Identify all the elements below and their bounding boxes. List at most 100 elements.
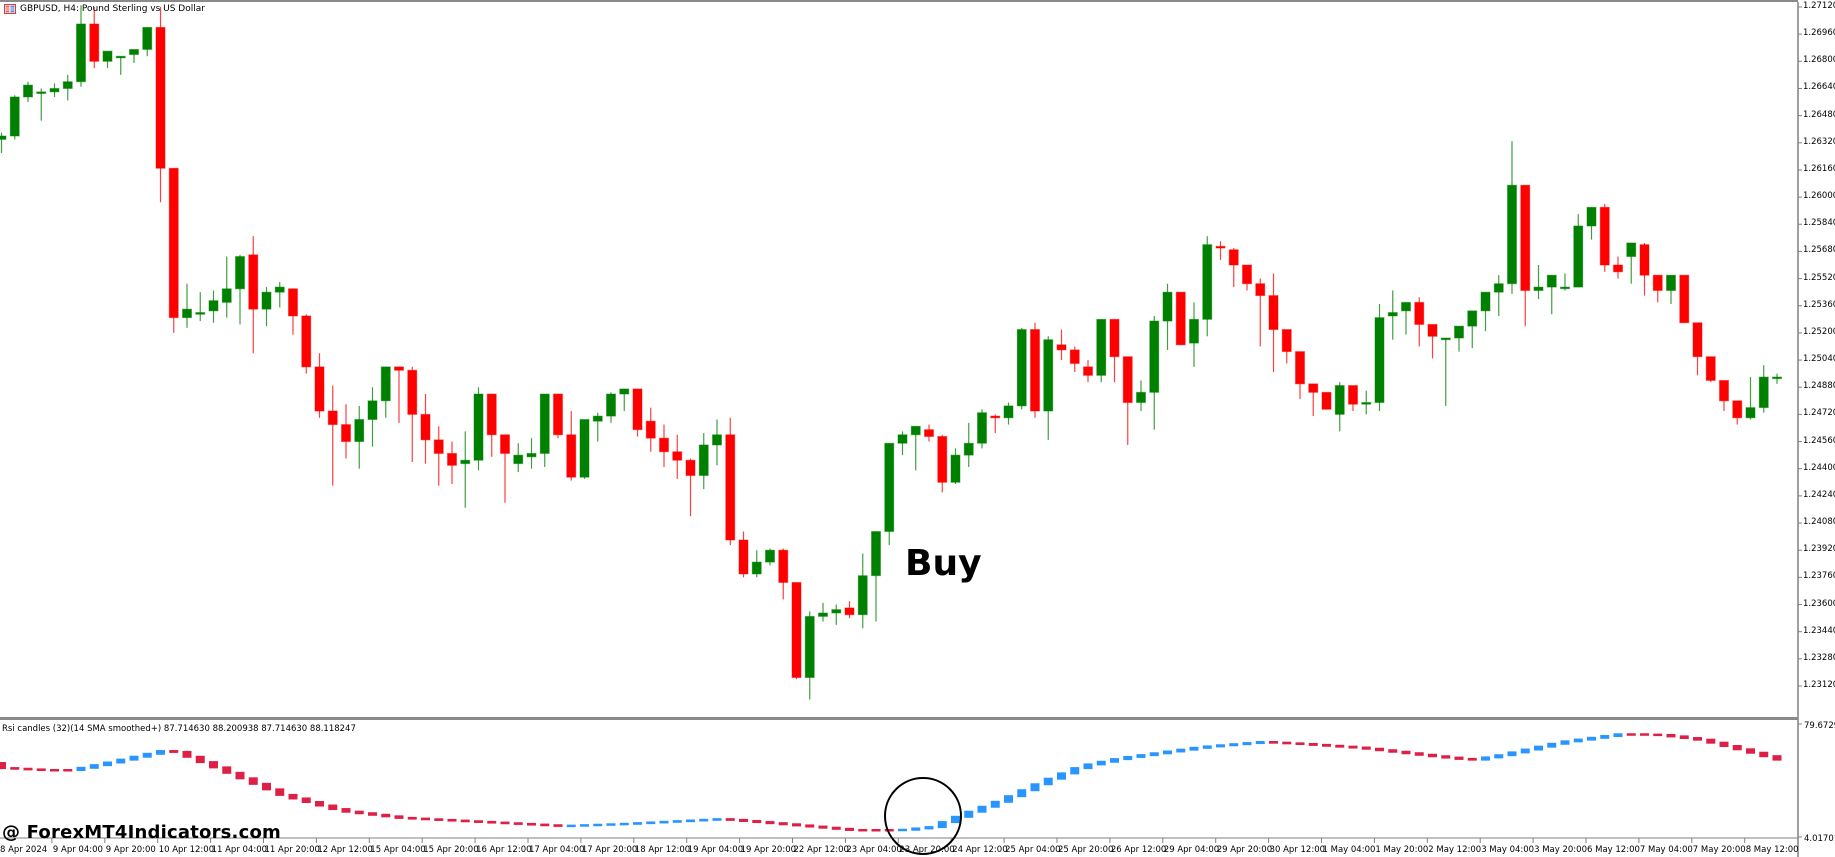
candle-body [897, 434, 908, 444]
rsi-candle [1573, 738, 1583, 743]
rsi-candle [1454, 756, 1464, 760]
candle-body [804, 615, 815, 679]
candle-body [698, 444, 709, 477]
price-tick-label: 1.25680 [1803, 245, 1835, 256]
price-tick-label: 1.24400 [1803, 462, 1835, 473]
candle-body [473, 393, 484, 461]
rsi-candle [858, 828, 868, 832]
rsi-candle [10, 767, 20, 770]
rsi-candle [89, 764, 99, 769]
rsi-candle [1481, 756, 1490, 761]
candle-body [1679, 274, 1690, 324]
rsi-candle [1772, 755, 1782, 761]
candle-body [380, 366, 391, 402]
rsi-candle [288, 793, 298, 800]
candle-body [725, 434, 736, 541]
rsi-candle [0, 762, 6, 770]
candle-body [592, 415, 603, 422]
candle-body [884, 442, 895, 533]
candle-body [354, 418, 365, 443]
candle-body [1758, 376, 1769, 409]
time-tick-label: 8 Apr 2024 [0, 845, 48, 855]
time-tick-label: 11 Apr 04:00 [211, 845, 268, 855]
time-tick-label: 3 May 04:00 [1481, 845, 1535, 855]
rsi-candle [23, 767, 33, 771]
candle-body [1175, 291, 1186, 346]
candle-body [645, 420, 656, 439]
time-tick-label: 19 Apr 20:00 [740, 845, 797, 855]
candle-body [1745, 407, 1756, 419]
candle-body [738, 539, 749, 575]
rsi-candle [1110, 758, 1119, 763]
candle-body [129, 48, 139, 56]
candle-body [182, 308, 192, 319]
rsi-candle [1587, 736, 1596, 741]
candle-body [62, 81, 73, 89]
candle-body [659, 437, 669, 453]
chart-title: GBPUSD, H4: Pound Sterling vs US Dollar [4, 4, 205, 14]
rsi-candle [1096, 760, 1106, 766]
rsi-candle [156, 750, 165, 755]
candle-body [924, 429, 934, 437]
candle-body [778, 549, 789, 583]
rsi-candle [1706, 738, 1716, 744]
candle-body [1321, 391, 1332, 410]
candle-body [857, 575, 868, 616]
candle-body [420, 413, 431, 441]
rsi-candle [500, 821, 510, 825]
candle-body [937, 435, 948, 483]
rsi-candle [1083, 763, 1093, 770]
rsi-candle [1123, 755, 1133, 761]
rsi-candle [553, 824, 563, 827]
rsi-candle [977, 805, 987, 813]
candle-body [685, 459, 696, 477]
candle-body [1719, 379, 1729, 402]
candle-body [553, 393, 563, 436]
candle-body [460, 459, 471, 465]
rsi-candle [1375, 747, 1384, 752]
time-tick-label: 23 Apr 04:00 [846, 845, 902, 855]
candle-body [261, 291, 272, 310]
time-tick-label: 30 Apr 12:00 [1269, 845, 1326, 855]
candle-body [0, 135, 7, 140]
candle-body [1440, 337, 1451, 341]
candle-body [751, 561, 762, 575]
candle-body [1136, 391, 1146, 404]
candle-body [1003, 405, 1014, 419]
rsi-candle [1269, 741, 1278, 744]
candle-body [1308, 383, 1319, 393]
rsi-candle [1547, 742, 1557, 748]
rsi-candle [924, 826, 934, 830]
rsi-candle [580, 824, 589, 827]
buy-annotation: Buy [905, 543, 982, 584]
rsi-candle [990, 800, 1000, 808]
price-tick-label: 1.24720 [1803, 408, 1835, 419]
rsi-candle [63, 769, 73, 772]
candle-body [155, 26, 166, 169]
time-tick-label: 25 Apr 04:00 [1005, 845, 1061, 855]
rsi-candle [699, 818, 709, 822]
time-tick-label: 19 Apr 04:00 [687, 845, 744, 855]
rsi-candle [222, 766, 232, 774]
candle-body [49, 87, 60, 93]
time-tick-label: 1 May 04:00 [1322, 845, 1376, 855]
chart-window-icon [4, 4, 16, 14]
candle-body [433, 439, 444, 454]
rsi-candle [606, 823, 616, 826]
candle-body [1255, 283, 1266, 297]
candle-body [1533, 286, 1544, 291]
rsi-candle [845, 827, 854, 831]
price-tick-label: 1.23280 [1803, 652, 1835, 663]
candle-body [1613, 264, 1623, 273]
candle-body [1083, 366, 1093, 376]
rsi-candle [248, 777, 258, 785]
candle-body [526, 452, 537, 458]
candle-body [1215, 245, 1226, 249]
candle-body [606, 393, 616, 417]
candle-body [248, 254, 259, 310]
circle-marker [884, 777, 962, 855]
time-tick-label: 12 Apr 12:00 [317, 845, 373, 855]
rsi-candle [315, 801, 324, 807]
